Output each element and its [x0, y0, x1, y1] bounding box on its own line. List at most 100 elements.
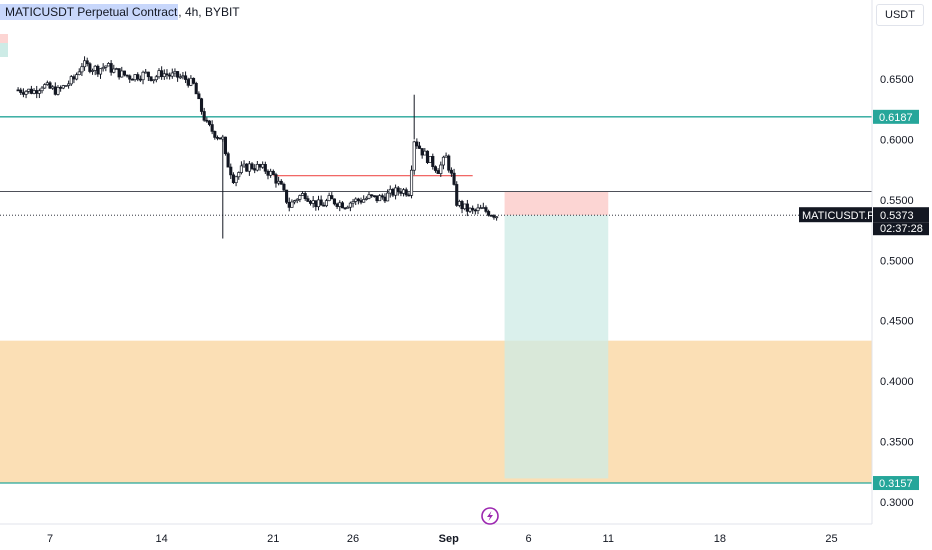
candle-body [444, 155, 448, 158]
currency-button[interactable]: USDT [876, 4, 924, 26]
time-axis[interactable]: 7 14 21 26 Sep 6 11 18 25 [47, 533, 838, 545]
candle [425, 150, 430, 165]
candle-body [300, 193, 305, 196]
candle [226, 151, 230, 168]
candle-body [83, 60, 87, 68]
last-price-tag-text: 0.5373 [880, 210, 914, 222]
candle-body [90, 70, 95, 72]
candle [16, 87, 20, 92]
candle-body [194, 82, 198, 95]
candle [298, 194, 302, 203]
candle [72, 74, 76, 84]
x-tick-label: 25 [825, 533, 837, 545]
candle [125, 74, 129, 78]
candle [56, 85, 60, 96]
candle-body [375, 195, 379, 202]
candle [168, 72, 172, 80]
stop-loss-zone [504, 191, 609, 216]
candle [173, 68, 177, 78]
candle-body [404, 189, 408, 196]
candle [495, 216, 499, 221]
candle [59, 85, 63, 92]
candle [468, 207, 472, 213]
candle [261, 161, 265, 169]
symbol-tag: MATICUSDT.P [799, 207, 875, 223]
target-zone [0, 340, 872, 484]
candle-body [160, 70, 164, 77]
candle-body [226, 153, 230, 168]
x-tick-label: 6 [525, 533, 531, 545]
candle-body [106, 63, 111, 67]
y-tick-label: 0.6500 [880, 74, 914, 86]
candle-body [146, 71, 150, 78]
candle-body [112, 68, 116, 73]
candle-body [152, 79, 156, 82]
candle [436, 168, 440, 174]
candle-body [77, 71, 81, 75]
candle-body [242, 163, 246, 167]
candle-body [394, 187, 398, 196]
candle-body [255, 164, 259, 171]
candle-body [184, 75, 188, 80]
candle-body [213, 131, 217, 138]
candle-body [455, 184, 459, 206]
candle [378, 194, 382, 202]
candle [85, 57, 89, 67]
candle [253, 164, 257, 174]
candle-body [130, 78, 134, 81]
candle [29, 85, 33, 95]
candle-body [327, 195, 331, 201]
candle [359, 197, 363, 205]
candle [98, 68, 103, 79]
x-tick-label: 26 [347, 533, 359, 545]
candle-body [476, 207, 480, 211]
candle [316, 195, 321, 211]
candle [128, 74, 132, 84]
price-axis[interactable]: 0.6500 0.6000 0.5500 0.5000 0.4500 0.4000 0.35… [880, 74, 914, 509]
candle [396, 186, 400, 196]
candle-body [88, 63, 92, 72]
candle [487, 209, 491, 217]
candle [255, 160, 259, 172]
edge-stop-marker [0, 34, 8, 43]
candle [130, 78, 134, 81]
support-price-tag-bg [873, 476, 919, 491]
candle [64, 85, 68, 87]
candle-body [271, 170, 275, 175]
candle [80, 63, 84, 77]
candle [449, 167, 453, 177]
candle [311, 195, 315, 208]
candle-body [269, 170, 273, 176]
candle-body [80, 66, 84, 73]
candle-body [75, 74, 79, 80]
lightning-icon[interactable] [481, 507, 499, 525]
candle-body [93, 65, 97, 71]
candle [184, 71, 188, 84]
candle [207, 120, 212, 127]
candle [324, 198, 329, 208]
candle [431, 153, 435, 170]
candle-body [149, 76, 153, 81]
candle [370, 194, 374, 198]
candle-body [48, 82, 52, 89]
candle [417, 141, 422, 149]
x-tick-label: 21 [267, 533, 279, 545]
candle [247, 161, 251, 176]
candle-body [359, 200, 363, 203]
candle [223, 136, 228, 156]
candle-body [396, 187, 400, 193]
levels-layer [0, 116, 872, 484]
candle [327, 192, 331, 202]
candle [492, 214, 496, 220]
candle [293, 199, 297, 205]
candle-body [319, 199, 323, 206]
x-tick-label: 11 [603, 533, 614, 545]
candle-body [19, 89, 23, 93]
candle [162, 69, 166, 80]
candle [433, 165, 438, 173]
candle [75, 72, 79, 81]
candle-body [415, 141, 419, 147]
symbol-name[interactable]: MATICUSDT Perpetual Contract [0, 4, 179, 20]
